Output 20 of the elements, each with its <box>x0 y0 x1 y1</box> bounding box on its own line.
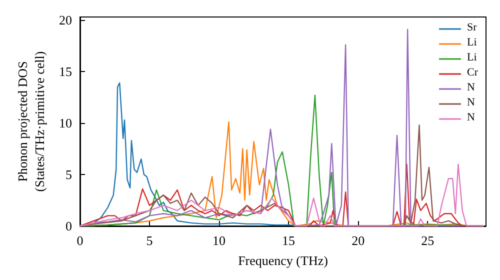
y-tick-label: 15 <box>59 64 72 80</box>
legend-label: N <box>467 82 475 94</box>
x-tick-label: 25 <box>421 233 434 248</box>
y-tick-label: 10 <box>59 116 72 131</box>
y-tick-label: 5 <box>66 167 72 182</box>
x-tick-label: 20 <box>352 233 365 248</box>
legend-label: N <box>467 96 475 108</box>
legend-label: Cr <box>467 66 478 78</box>
legend-label: Li <box>467 36 477 48</box>
x-tick-label: 15 <box>282 233 296 248</box>
x-tick-label: 0 <box>76 233 84 248</box>
y-tick-label: 20 <box>59 12 72 28</box>
y-tick-label: 0 <box>66 218 72 234</box>
legend-label: Sr <box>467 22 478 34</box>
legend-label: Li <box>467 52 477 64</box>
x-axis-title: Frequency (THz) <box>238 252 328 268</box>
x-tick-label: 5 <box>146 233 153 248</box>
legend-label: N <box>467 112 475 124</box>
x-tick-label: 10 <box>212 233 226 248</box>
y-axis-title: Phonon projected DOS (States/THz·primitive cell) <box>15 51 48 192</box>
